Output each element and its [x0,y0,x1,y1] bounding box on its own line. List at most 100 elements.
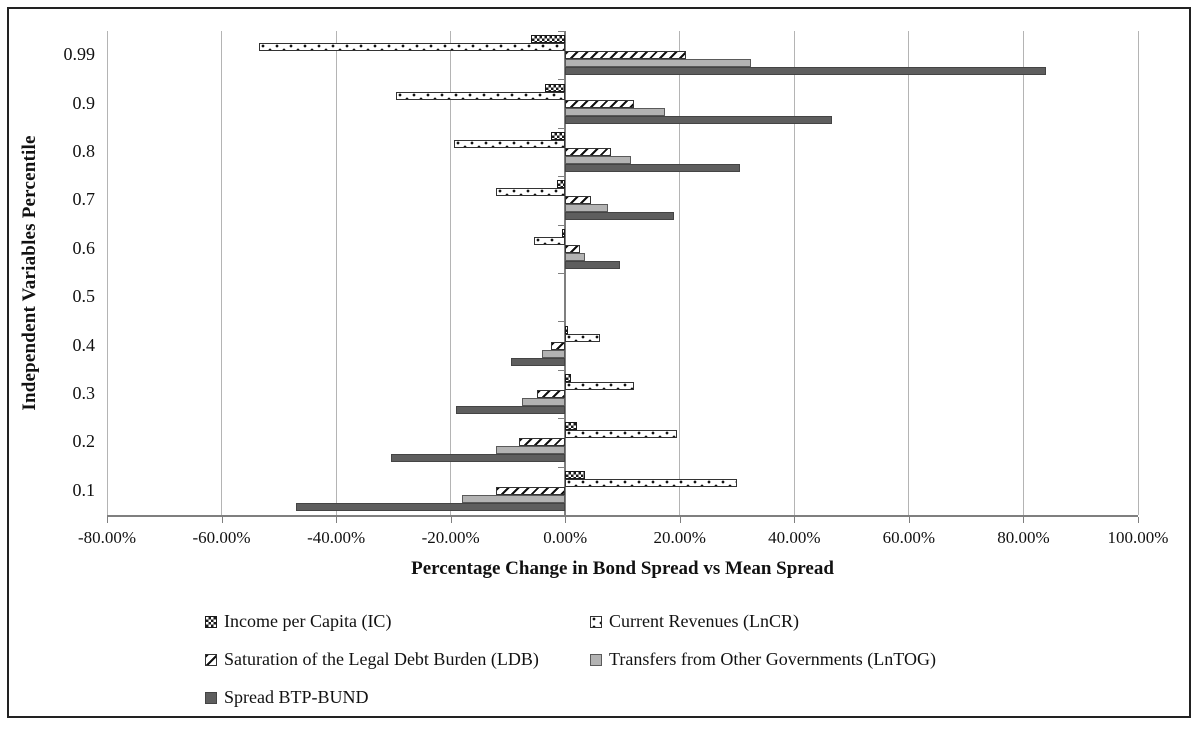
dots-swatch-icon [590,615,602,628]
y-tick-label: 0.1 [72,479,96,500]
bar [565,156,632,164]
bar [565,422,577,431]
gridline [793,31,795,515]
bar [565,374,571,382]
bar [258,43,566,52]
category-axis-tick [558,127,565,129]
bar [496,486,566,495]
bar [565,196,591,205]
x-axis-tick [450,517,452,523]
x-axis-tick [908,517,910,523]
x-tick-label: 80.00% [997,528,1050,547]
bar [565,99,634,108]
y-tick-label: 0.2 [72,431,96,452]
bar [565,164,740,172]
legend-item-lncr: Current Revenues (LnCR) [590,611,936,632]
bar [533,236,566,245]
zero-axis-line [564,31,567,515]
bar [565,470,586,479]
bar [510,357,566,366]
bar [565,51,686,60]
x-axis-tick [565,517,567,523]
bar [565,478,738,487]
x-axis-tick [794,517,796,523]
bar [565,244,580,253]
x-axis-line [107,515,1138,517]
bar [496,188,566,197]
gridline [221,31,223,515]
legend-item-lntog: Transfers from Other Governments (LnTOG) [590,649,936,670]
bar [565,115,832,124]
y-axis-title: Independent Variables Percentile [19,135,40,411]
bar [542,349,566,358]
gridline [1022,31,1024,515]
bar [565,382,634,390]
gridline [450,31,452,515]
figure-frame [7,7,1191,718]
checker-swatch-icon [205,615,217,628]
x-tick-label: -80.00% [77,528,137,547]
y-tick-label: 0.5 [72,286,96,307]
light-gray-swatch-icon [590,653,602,666]
x-tick-label: -60.00% [192,528,251,547]
bar [519,438,566,447]
bar [530,35,566,44]
bar [396,91,566,100]
category-axis-tick [558,466,565,468]
bar [565,107,666,116]
bar [565,325,569,334]
x-tick-label: 60.00% [882,528,936,547]
gridline [106,31,108,515]
y-tick-label: 0.3 [72,383,96,403]
category-axis-tick [558,273,565,274]
chart-legend: Income per Capita (IC) Current Revenues … [205,611,936,708]
gridline [908,31,910,515]
bar [556,180,566,189]
legend-label-lncr: Current Revenues (LnCR) [609,611,799,631]
bar [456,406,566,414]
diagonal-swatch-icon [205,653,217,666]
bar [550,341,566,350]
x-axis-tick [1023,517,1025,523]
x-axis-tick [1138,517,1139,523]
category-axis-tick [558,31,565,32]
bar [522,398,566,406]
category-axis-tick [558,224,565,226]
x-axis-tick [221,517,223,523]
x-axis-tick [679,517,681,523]
bar [453,140,566,148]
dark-gray-swatch-icon [205,691,217,704]
x-axis-tick [107,517,108,523]
bar [565,67,1047,76]
bar [550,132,566,140]
y-tick-label: 0.8 [72,141,96,161]
y-tick-label: 0.4 [72,334,96,355]
x-tick-label: 20.00% [653,528,706,547]
y-tick-label: 0.99 [63,44,96,65]
bar [545,83,566,92]
bar [565,59,752,68]
bar [565,212,675,221]
y-tick-label: 0.9 [72,92,96,113]
category-axis-tick [558,176,565,178]
x-tick-label: 100.00% [1107,528,1169,547]
y-tick-label: 0.6 [72,237,96,258]
gridline [679,31,681,515]
x-axis-tick [336,517,338,523]
bar [536,390,566,398]
legend-item-spread: Spread BTP-BUND [205,687,590,708]
category-axis-tick [558,369,565,371]
bar [462,494,566,503]
legend-label-spread: Spread BTP-BUND [224,687,369,707]
bar [565,204,609,213]
x-tick-label: 40.00% [768,528,821,547]
gridline [1137,31,1139,515]
bar [390,454,566,463]
x-tick-label: -20.00% [421,528,480,547]
bar [296,502,566,511]
legend-label-ic: Income per Capita (IC) [224,611,392,631]
x-axis-title: Percentage Change in Bond Spread vs Mean… [411,558,834,579]
legend-item-ic: Income per Capita (IC) [205,611,590,632]
bar [565,260,620,269]
y-tick-label: 0.7 [72,189,96,210]
